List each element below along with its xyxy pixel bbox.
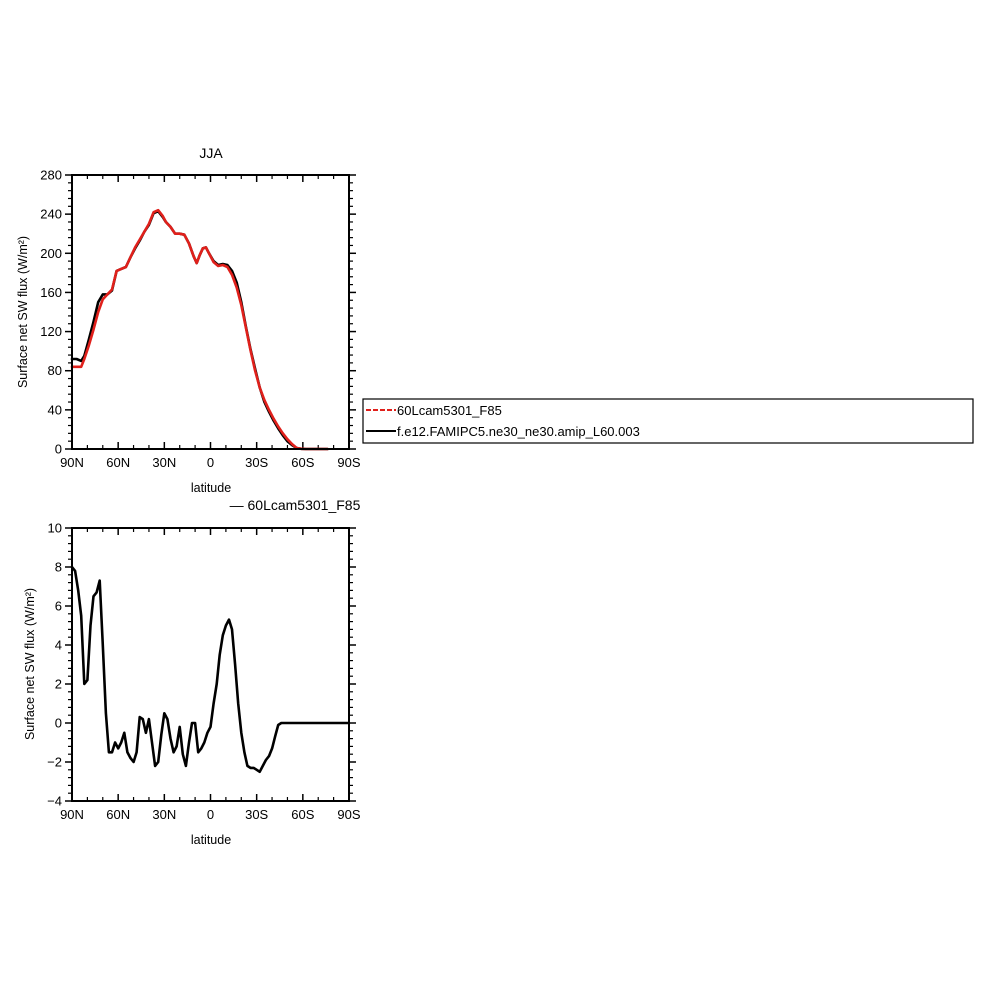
x-tick-label: 0 <box>207 455 214 470</box>
legend-entry-1: f.e12.FAMIPC5.ne30_ne30.amip_L60.003 <box>366 424 640 439</box>
y-tick-label: 240 <box>40 207 62 222</box>
y-tick-label: 160 <box>40 285 62 300</box>
x-tick-label: 90S <box>337 455 360 470</box>
y-tick-label: 280 <box>40 168 62 183</box>
top-panel: JJA 90N 60N 30N 0 30S 60S 90S 0 40 80 120 160 200 240… <box>16 145 361 495</box>
y-tick-label: 0 <box>55 716 62 731</box>
x-tick-label: 60S <box>291 455 314 470</box>
series-line-0 <box>70 208 329 451</box>
y-tick-label: 6 <box>55 599 62 614</box>
top-panel-series <box>70 208 329 451</box>
y-tick-label: −4 <box>47 794 62 809</box>
x-tick-label: 0 <box>207 807 214 822</box>
top-panel-ylabel: Surface net SW flux (W/m²) <box>16 236 30 388</box>
y-tick-label: 200 <box>40 246 62 261</box>
y-tick-label: 120 <box>40 324 62 339</box>
bottom-panel-frame <box>71 527 350 802</box>
y-tick-label: −2 <box>47 755 62 770</box>
bottom-panel-xlabel: latitude <box>191 833 231 847</box>
x-tick-label: 30N <box>152 807 176 822</box>
series-line-1 <box>70 209 329 451</box>
bottom-panel-series <box>70 565 351 774</box>
y-tick-label: 0 <box>55 442 62 457</box>
bottom-panel-ylabel: Surface net SW flux (W/m²) <box>23 588 37 740</box>
legend-label-1: f.e12.FAMIPC5.ne30_ne30.amip_L60.003 <box>397 424 640 439</box>
y-tick-label: 2 <box>55 677 62 692</box>
series-line-0 <box>70 565 351 774</box>
x-tick-label: 90N <box>60 807 84 822</box>
x-tick-label: 30S <box>245 455 268 470</box>
legend-entry-0: 60Lcam5301_F85 <box>366 403 502 418</box>
bottom-panel-title: — 60Lcam5301_F85 <box>230 497 361 513</box>
top-panel-ticks: 90N 60N 30N 0 30S 60S 90S 0 40 80 120 160 200 240 280 <box>40 168 361 471</box>
y-tick-label: 10 <box>48 521 62 536</box>
bottom-panel-ticks: 90N 60N 30N 0 30S 60S 90S −4 −2 0 2 4 6 8 10 <box>47 521 361 823</box>
y-tick-label: 80 <box>48 363 62 378</box>
top-panel-frame <box>71 174 350 450</box>
y-tick-label: 40 <box>48 402 62 417</box>
x-tick-label: 90S <box>337 807 360 822</box>
x-tick-label: 60N <box>106 455 130 470</box>
x-tick-label: 30N <box>152 455 176 470</box>
x-tick-label: 90N <box>60 455 84 470</box>
legend-label-0: 60Lcam5301_F85 <box>397 403 502 418</box>
y-tick-label: 8 <box>55 560 62 575</box>
top-panel-title: JJA <box>199 145 223 161</box>
x-tick-label: 30S <box>245 807 268 822</box>
bottom-panel: — 60Lcam5301_F85 90N 60N 30N 0 30S 60S 90S −4 −2… <box>23 497 361 847</box>
x-tick-label: 60N <box>106 807 130 822</box>
x-tick-label: 60S <box>291 807 314 822</box>
legend-box <box>362 398 974 444</box>
legend: 60Lcam5301_F85 f.e12.FAMIPC5.ne30_ne30.a… <box>362 398 974 444</box>
top-panel-xlabel: latitude <box>191 481 231 495</box>
y-tick-label: 4 <box>55 638 62 653</box>
